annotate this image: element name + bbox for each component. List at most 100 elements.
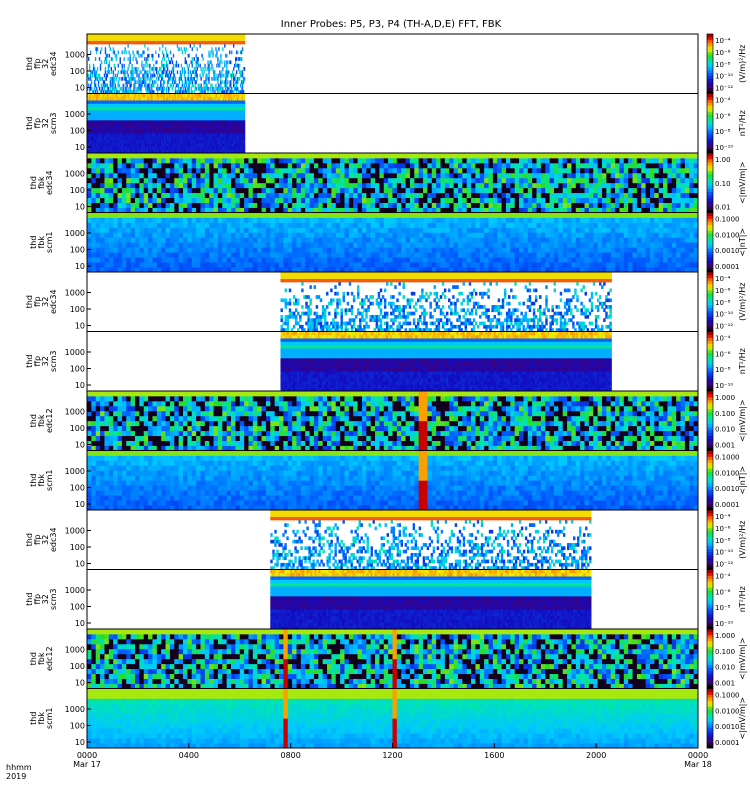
spectrogram-cell [222,67,223,71]
spectrogram-cell [197,60,198,64]
spectrogram-cell [236,70,237,74]
spectrogram-cell [90,77,91,81]
spectrogram-cell [231,77,232,81]
spectrogram-cell [214,70,215,74]
spectrogram-cell [217,77,218,81]
spectrogram-cell [172,87,173,91]
spectrogram-cell [88,57,89,61]
spectrogram-cell [134,80,135,84]
spectrogram-cell [90,74,91,78]
spectrogram-cell [185,77,186,81]
spectrogram-cell [173,54,174,58]
spectrogram-cell [144,74,145,78]
spectrogram-cell [202,57,203,61]
spectrogram-cell [208,80,209,84]
spectrogram-cell [196,70,197,74]
spectrogram-cell [152,80,153,84]
spectrogram-cell [241,57,242,61]
spectrogram-cell [102,87,103,91]
spectrogram-cell [229,87,230,91]
spectrogram-cell [225,87,226,91]
spectrogram-cell [110,87,111,91]
spectrogram-cell [218,74,219,78]
colorbar-segment [707,40,713,43]
panel-spectrogram-image [87,34,245,94]
spectrogram-cell [96,51,97,55]
spectrogram-cell [112,57,113,61]
spectrogram-cell [102,77,103,81]
spectrogram-cell [183,87,184,91]
spectrogram-cell [205,77,206,81]
spectrogram-cell [192,57,193,61]
colorbar-segment [707,37,713,40]
spectrogram-cell [95,84,96,88]
spectrogram-cell [143,51,144,55]
spectrogram-cell [105,51,106,55]
spectrogram-cell [106,77,107,81]
spectrogram-cell [135,57,136,61]
spectrogram-cell [192,80,193,84]
spectrogram-cell [233,44,234,48]
spectrogram-cell [118,70,119,74]
spectrogram-cell [201,87,202,91]
spectrogram-cell [115,67,116,71]
spectrogram-cell [226,84,227,88]
spectrogram-cell [98,80,99,84]
spectrogram-cell [96,70,97,74]
spectrogram-cell [202,74,203,78]
spectrogram-cell [185,57,186,61]
spectrogram-cell [118,80,119,84]
spectrogram-cell [109,70,110,74]
spectrogram-cell [186,60,187,64]
spectrogram-cell [220,57,221,61]
spectrogram-cell [210,60,211,64]
spectrogram-cell [114,80,115,84]
spectrogram-cell [96,74,97,78]
spectrogram-cell [211,47,212,51]
spectrogram-cell [234,84,235,88]
spectrogram-cell [226,67,227,71]
spectrogram-cell [219,60,220,64]
spectrogram-cell [226,77,227,81]
spectrogram-cell [172,60,173,64]
spectrogram-cell [155,80,156,84]
spectrogram-cell [216,64,217,68]
spectrogram-cell [184,74,185,78]
spectrogram-cell [94,87,95,91]
spectrogram-cell [224,64,225,68]
spectrogram-cell [125,77,126,81]
spectrogram-cell [126,84,127,88]
spectrogram-cell [156,77,157,81]
spectrogram-cell [132,57,133,61]
spectrogram-cell [127,67,128,71]
spectrogram-cell [226,64,227,68]
spectrogram-cell [226,54,227,58]
spectrogram-cell [181,87,182,91]
spectrogram-cell [116,77,117,81]
spectrogram-cell [117,74,118,78]
spectrogram-cell [235,77,236,81]
spectrogram-cell [114,77,115,81]
spectrogram-cell [225,80,226,84]
spectrogram-cell [94,67,95,71]
spectrogram-cell [182,80,183,84]
spectrogram-cell [93,64,94,68]
spectrogram-cell [182,51,183,55]
spectrogram-cell [211,64,212,68]
spectrogram-cell [120,60,121,64]
spectrogram-cell [161,84,162,88]
spectrogram-cell [182,70,183,74]
spectrogram-cell [143,67,144,71]
spectrogram-cell [242,47,243,51]
spectrogram-cell [189,84,190,88]
spectrogram-cell [90,51,91,55]
spectrogram-cell [170,51,171,55]
spectrogram-cell [131,64,132,68]
spectrogram-cell [149,84,150,88]
spectrogram-cell [182,67,183,71]
colorbar-segment [707,76,713,79]
spectrogram-cell [153,70,154,74]
spectrogram-cell [121,87,122,91]
spectrogram-cell [107,54,108,58]
spectrogram-cell [144,57,145,61]
